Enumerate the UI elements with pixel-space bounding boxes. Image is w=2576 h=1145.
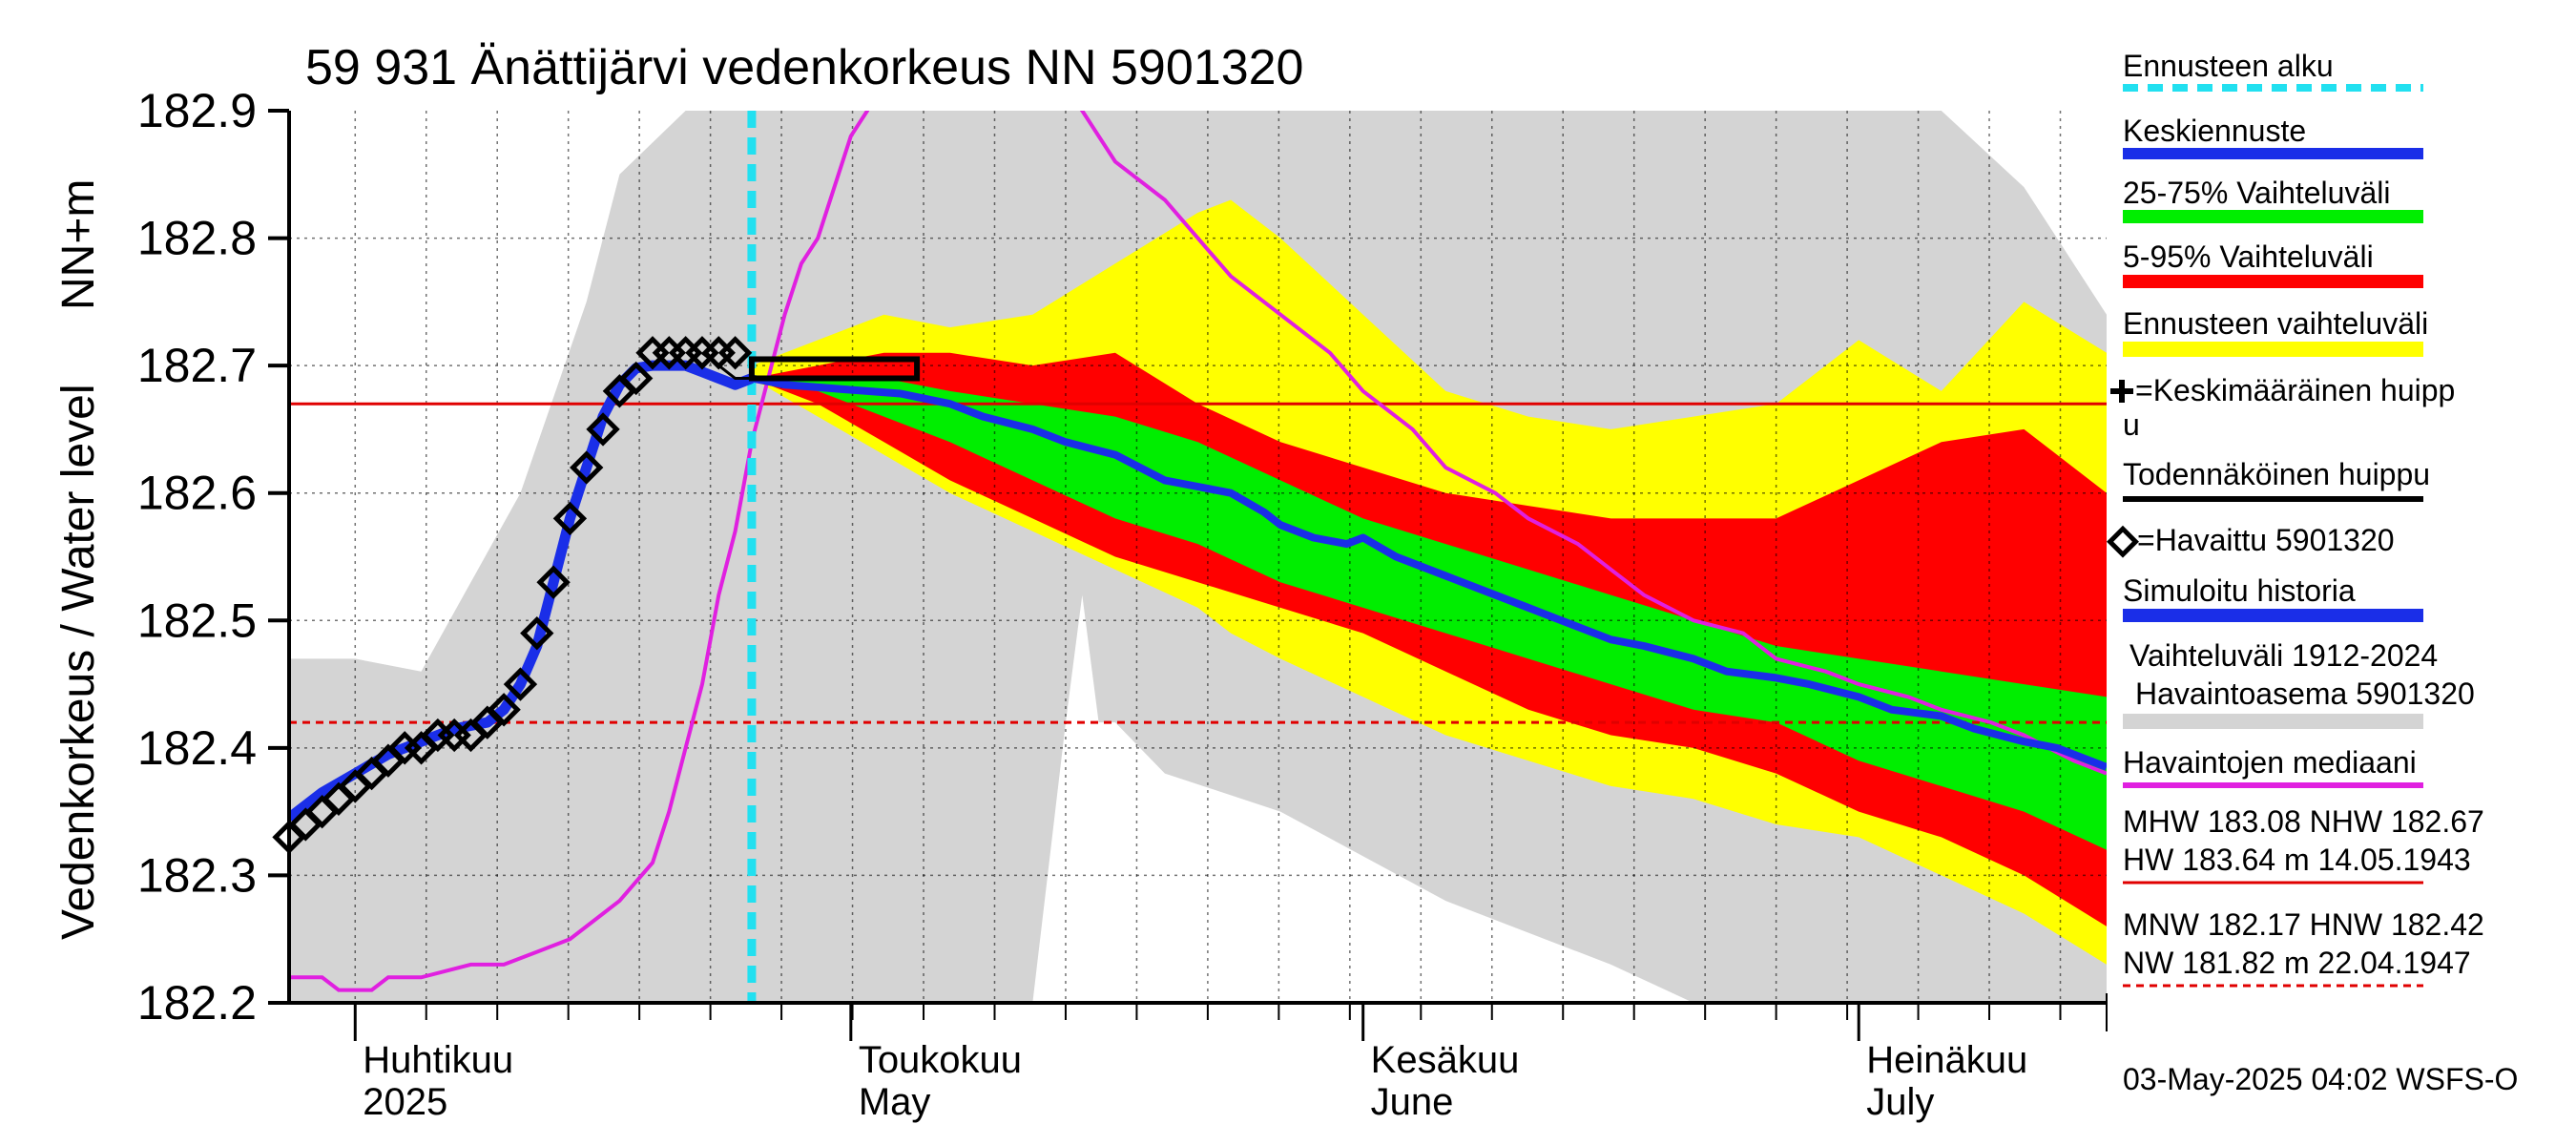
x-month-sublabel: May — [859, 1081, 931, 1123]
stats-hw: HW 183.64 m 14.05.1943 — [2123, 843, 2471, 877]
observed-point — [717, 336, 753, 370]
stats-mnw-hnw: MNW 182.17 HNW 182.42 — [2123, 907, 2484, 942]
x-month-label: Toukokuu — [859, 1039, 1022, 1081]
legend-label-simulated-history: Simuloitu historia — [2123, 573, 2356, 608]
legend-label-history-range-line2: Havaintoasema 5901320 — [2135, 677, 2475, 711]
y-axis-label: Vedenkorkeus / Water level — [53, 384, 104, 940]
legend-label-mean-peak: =Keskimääräinen huipp u — [2123, 373, 2455, 442]
legend-swatch-band-5-95 — [2123, 275, 2423, 288]
history-range-gap — [1032, 594, 1693, 1003]
legend-label-mean-forecast: Keskiennuste — [2123, 114, 2306, 148]
x-month-label: Heinäkuu — [1866, 1039, 2027, 1081]
axes: 182.2 182.3 182.4 182.5 182.6 182.7 182.8 182.9… — [137, 84, 2108, 1123]
stats-mhw-nhw: MHW 183.08 NHW 182.67 — [2123, 804, 2484, 839]
observed-point — [619, 361, 654, 396]
legend-label-forecast-start: Ennusteen alku — [2123, 49, 2334, 83]
legend-swatch-observed-median — [2123, 782, 2423, 788]
mean-forecast-line — [751, 374, 2107, 771]
legend-label-mean-peak-wrap: u — [2123, 407, 2140, 442]
legend-swatch-probable-peak — [2123, 496, 2423, 502]
observed-median-line — [289, 111, 2107, 992]
observed-point — [552, 501, 588, 536]
legend-swatch-observed-marker — [2107, 525, 2139, 558]
y-tick-label: 182.8 — [137, 212, 257, 265]
y-axis-unit: NN+m — [53, 179, 104, 310]
y-tick-label: 182.9 — [137, 84, 257, 137]
legend-swatch-band-25-75 — [2123, 210, 2423, 223]
plot-area — [289, 111, 2107, 1003]
legend-label-probable-peak: Todennäköinen huippu — [2123, 457, 2430, 491]
chart-title: 59 931 Änättijärvi vedenkorkeus NN 59013… — [305, 40, 1303, 95]
y-tick-label: 182.4 — [137, 721, 257, 775]
legend-label-forecast-range: Ennusteen vaihteluväli — [2123, 306, 2428, 341]
legend-swatch-mean-peak — [2110, 380, 2133, 403]
legend-swatch-history-range — [2123, 714, 2423, 729]
probable-peak-box — [748, 356, 921, 382]
x-month-sublabel: July — [1866, 1081, 1934, 1123]
legend-label-band-5-95: 5-95% Vaihteluväli — [2123, 239, 2374, 274]
stats-nw: NW 181.82 m 22.04.1947 — [2123, 946, 2471, 980]
x-month-sublabel: June — [1371, 1081, 1454, 1123]
legend-swatch-forecast-range — [2123, 342, 2423, 357]
observed-point — [520, 615, 554, 651]
y-tick-label: 182.6 — [137, 467, 257, 520]
observed-point — [536, 565, 571, 599]
y-tick-label: 182.5 — [137, 593, 257, 647]
legend-label-history-range: Vaihteluväli 1912-2024 Havaintoasema 5901… — [2129, 638, 2475, 711]
band-25-75-area — [751, 378, 2107, 850]
legend-label-observed: =Havaittu 5901320 — [2137, 523, 2395, 557]
y-tick-label: 182.2 — [137, 976, 257, 1030]
plot-overlay — [272, 336, 921, 855]
timestamp: 03-May-2025 04:02 WSFS-O — [2123, 1062, 2518, 1096]
legend-swatch-mean-forecast — [2123, 148, 2423, 159]
observed-point — [570, 450, 604, 485]
x-month-sublabel: 2025 — [363, 1081, 447, 1123]
observed-point — [586, 412, 620, 447]
x-month-label: Huhtikuu — [363, 1039, 513, 1081]
observed-point — [487, 693, 521, 727]
y-tick-label: 182.7 — [137, 339, 257, 392]
legend-swatch-simulated-history — [2123, 609, 2423, 622]
observed-point — [503, 667, 538, 701]
legend: Ennusteen alku Keskiennuste 25-75% Vaiht… — [2107, 49, 2518, 1096]
legend-label-band-25-75: 25-75% Vaihteluväli — [2123, 176, 2390, 210]
legend-label-mean-peak-text: =Keskimääräinen huipp — [2135, 373, 2455, 407]
x-month-label: Kesäkuu — [1371, 1039, 1520, 1081]
legend-label-observed-median: Havaintojen mediaani — [2123, 745, 2417, 780]
y-tick-label: 182.3 — [137, 848, 257, 902]
legend-label-history-range-line1: Vaihteluväli 1912-2024 — [2129, 638, 2438, 673]
